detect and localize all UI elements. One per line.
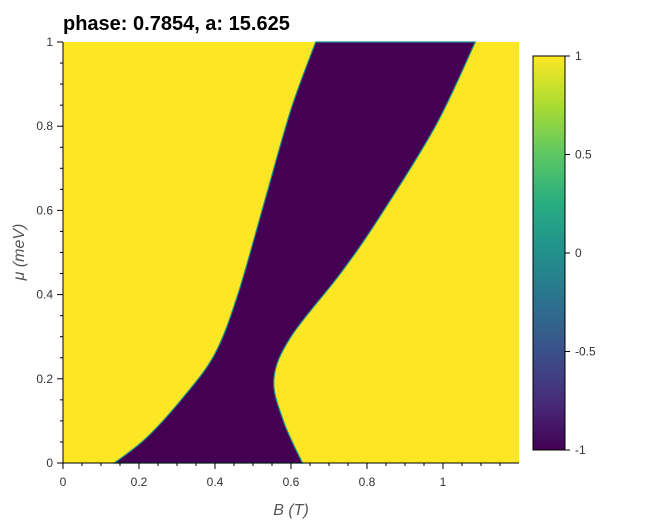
y-ticks: 0 0.2 0.4 0.6 0.8 1 xyxy=(36,35,63,470)
colorbar-tick-label: -0.5 xyxy=(575,345,596,359)
y-axis-label: μ (meV) xyxy=(11,224,28,282)
colorbar-tick-label: 0.5 xyxy=(575,148,592,162)
x-tick-label: 0 xyxy=(60,475,67,489)
x-tick-label: 0.6 xyxy=(283,475,300,489)
x-ticks: 0 0.2 0.4 0.6 0.8 1 xyxy=(60,463,500,489)
colorbar-tick-label: 1 xyxy=(575,49,582,63)
y-tick-label: 0.8 xyxy=(36,119,53,133)
y-tick-label: 0 xyxy=(46,456,53,470)
colorbar-gradient xyxy=(533,56,565,450)
colorbar-tick-label: -1 xyxy=(575,443,586,457)
x-tick-label: 1 xyxy=(440,475,447,489)
y-tick-label: 0.4 xyxy=(36,288,53,302)
x-tick-label: 0.4 xyxy=(207,475,224,489)
x-axis-label: B (T) xyxy=(273,502,309,519)
x-tick-label: 0.2 xyxy=(131,475,148,489)
colorbar-tick-label: 0 xyxy=(575,246,582,260)
y-tick-label: 0.2 xyxy=(36,372,53,386)
heatmap-plot-area[interactable] xyxy=(63,42,519,463)
colorbar: 1 0.5 0 -0.5 -1 xyxy=(533,49,596,457)
colorbar-ticks: 1 0.5 0 -0.5 -1 xyxy=(565,49,596,457)
x-tick-label: 0.8 xyxy=(359,475,376,489)
chart-title: phase: 0.7854, a: 15.625 xyxy=(63,13,290,35)
y-tick-label: 1 xyxy=(46,35,53,49)
y-tick-label: 0.6 xyxy=(36,203,53,217)
